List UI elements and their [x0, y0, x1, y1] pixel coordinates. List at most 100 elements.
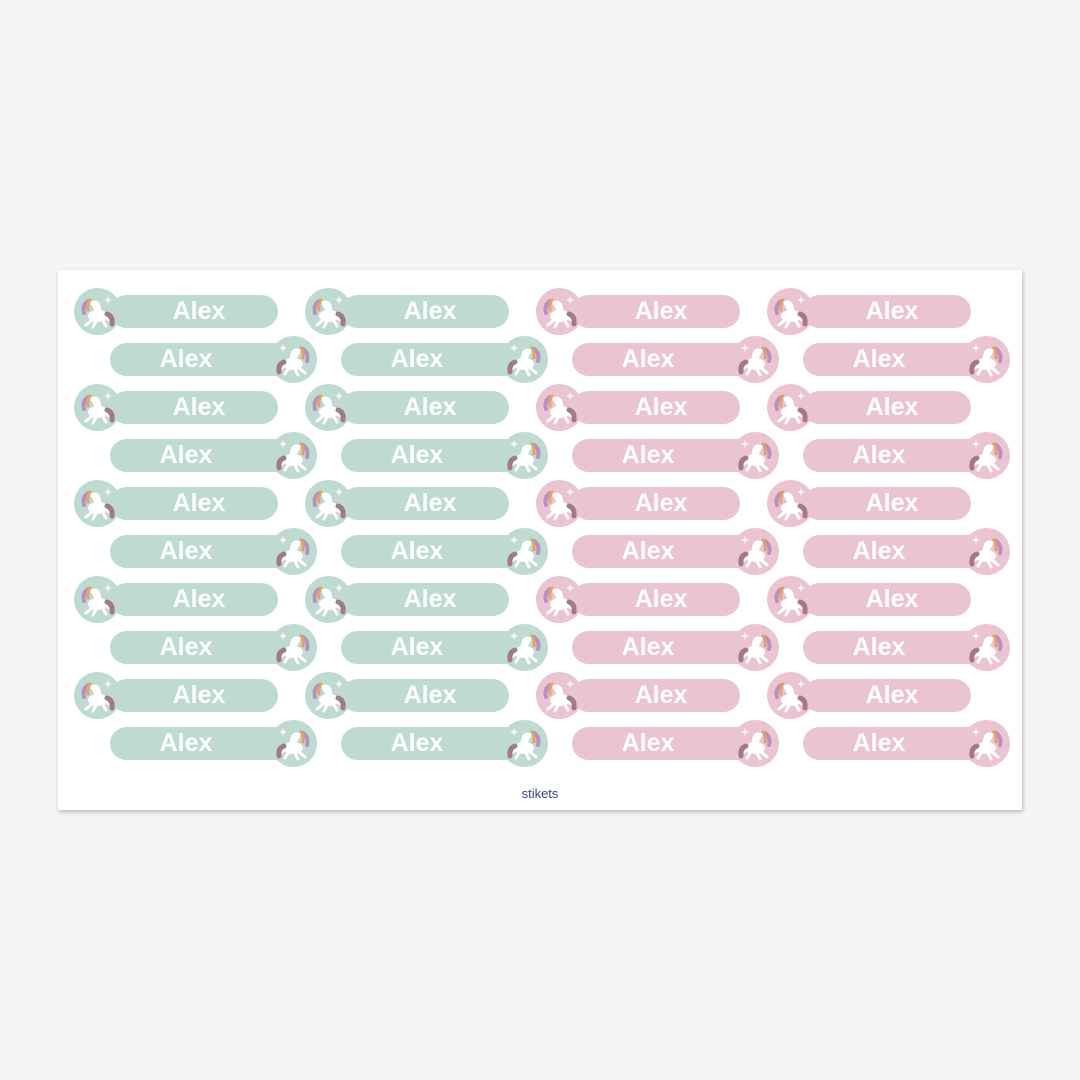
label-background: [803, 679, 971, 712]
label-background: [572, 535, 762, 568]
unicorn-icon: [732, 336, 779, 383]
label-name-text: Alex: [621, 537, 675, 565]
label-background: [572, 343, 762, 376]
unicorn-icon: [536, 384, 583, 431]
label-name-text: Alex: [390, 537, 444, 565]
unicorn-icon: [536, 480, 583, 527]
name-label-sticker: Alex: [536, 671, 776, 719]
label-background: [572, 631, 762, 664]
name-label-sticker: Alex: [305, 287, 545, 335]
label-name-text: Alex: [621, 633, 675, 661]
label-background: [341, 391, 509, 424]
unicorn-icon: [732, 720, 779, 767]
name-label-sticker: Alex: [74, 335, 317, 383]
unicorn-icon: [963, 528, 1010, 575]
label-background: [803, 391, 971, 424]
label-background: [341, 487, 509, 520]
name-label-sticker: Alex: [305, 479, 545, 527]
name-label-sticker: Alex: [536, 383, 776, 431]
unicorn-icon: [767, 384, 814, 431]
unicorn-icon: [305, 288, 352, 335]
label-name-text: Alex: [852, 537, 906, 565]
name-label-sticker: Alex: [767, 287, 1007, 335]
label-name-text: Alex: [403, 681, 457, 709]
name-label-sticker: Alex: [767, 623, 1010, 671]
label-background: [341, 679, 509, 712]
label-background: [803, 487, 971, 520]
label-background: [803, 439, 993, 472]
label-name-text: Alex: [403, 393, 457, 421]
name-label-sticker: Alex: [305, 671, 545, 719]
unicorn-icon: [305, 480, 352, 527]
sticker-sheet: stikets Alex Alex Alex Alex Alex Alex Alex Alex…: [58, 270, 1022, 810]
label-background: [803, 631, 993, 664]
name-label-sticker: Alex: [536, 719, 779, 767]
unicorn-icon: [963, 432, 1010, 479]
label-name-text: Alex: [172, 393, 226, 421]
unicorn-icon: [767, 288, 814, 335]
unicorn-icon: [732, 432, 779, 479]
unicorn-icon: [963, 720, 1010, 767]
name-label-sticker: Alex: [767, 527, 1010, 575]
name-label-sticker: Alex: [305, 527, 548, 575]
label-background: [110, 727, 300, 760]
unicorn-icon: [270, 432, 317, 479]
label-background: [110, 535, 300, 568]
label-name-text: Alex: [865, 585, 919, 613]
label-background: [803, 727, 993, 760]
unicorn-icon: [74, 288, 121, 335]
label-background: [803, 535, 993, 568]
name-label-sticker: Alex: [74, 431, 317, 479]
name-label-sticker: Alex: [74, 287, 314, 335]
label-background: [341, 631, 531, 664]
name-label-sticker: Alex: [767, 575, 1007, 623]
label-background: [110, 343, 300, 376]
label-name-text: Alex: [852, 729, 906, 757]
name-label-sticker: Alex: [767, 719, 1010, 767]
unicorn-icon: [536, 672, 583, 719]
label-background: [110, 439, 300, 472]
name-label-sticker: Alex: [305, 575, 545, 623]
name-label-sticker: Alex: [74, 671, 314, 719]
label-name-text: Alex: [403, 489, 457, 517]
name-label-sticker: Alex: [305, 431, 548, 479]
label-name-text: Alex: [852, 441, 906, 469]
name-label-sticker: Alex: [305, 383, 545, 431]
name-label-sticker: Alex: [767, 671, 1007, 719]
unicorn-icon: [732, 528, 779, 575]
unicorn-icon: [767, 672, 814, 719]
label-name-text: Alex: [621, 441, 675, 469]
label-name-text: Alex: [865, 489, 919, 517]
label-background: [110, 679, 278, 712]
name-label-sticker: Alex: [74, 383, 314, 431]
label-background: [341, 535, 531, 568]
label-name-text: Alex: [159, 441, 213, 469]
unicorn-icon: [305, 576, 352, 623]
unicorn-icon: [963, 624, 1010, 671]
label-name-text: Alex: [634, 297, 688, 325]
label-name-text: Alex: [172, 297, 226, 325]
label-name-text: Alex: [634, 489, 688, 517]
label-name-text: Alex: [852, 633, 906, 661]
label-background: [110, 487, 278, 520]
label-name-text: Alex: [172, 585, 226, 613]
label-name-text: Alex: [159, 345, 213, 373]
label-background: [803, 295, 971, 328]
label-name-text: Alex: [403, 585, 457, 613]
name-label-sticker: Alex: [74, 623, 317, 671]
name-label-sticker: Alex: [767, 383, 1007, 431]
unicorn-icon: [767, 576, 814, 623]
label-background: [572, 439, 762, 472]
unicorn-icon: [74, 384, 121, 431]
label-name-text: Alex: [634, 585, 688, 613]
label-background: [572, 295, 740, 328]
label-name-text: Alex: [621, 729, 675, 757]
label-name-text: Alex: [159, 729, 213, 757]
label-background: [341, 343, 531, 376]
unicorn-icon: [501, 624, 548, 671]
label-name-text: Alex: [634, 681, 688, 709]
label-name-text: Alex: [172, 681, 226, 709]
unicorn-icon: [305, 384, 352, 431]
label-background: [110, 391, 278, 424]
name-label-sticker: Alex: [536, 431, 779, 479]
